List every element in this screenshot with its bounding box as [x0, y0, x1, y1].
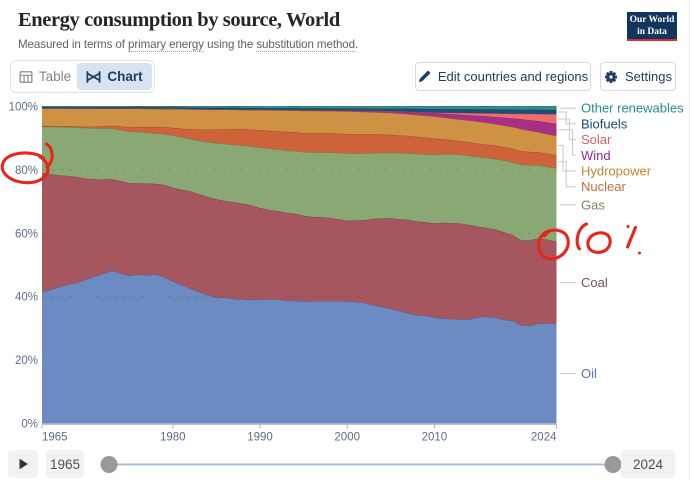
x-tick-1965: 1965	[42, 432, 68, 444]
annotation-percent-dot-bottom	[638, 251, 641, 255]
primary-energy-link[interactable]: primary energy	[128, 38, 204, 52]
play-button[interactable]	[8, 450, 38, 478]
page-title: Energy consumption by source, World	[18, 9, 340, 31]
play-icon	[19, 458, 28, 470]
edit-countries-button[interactable]: Edit countries and regions	[415, 62, 591, 91]
gear-icon	[605, 70, 618, 83]
tab-chart[interactable]: Chart	[77, 63, 152, 90]
legend-line-biofuels	[558, 111, 576, 125]
area-biofuels	[42, 107, 557, 115]
x-tick-2010: 2010	[422, 432, 448, 444]
y-tick-0: 0%	[21, 419, 38, 431]
y-tick-100: 100%	[9, 102, 38, 114]
y-tick-20: 20%	[15, 355, 38, 367]
area-other-renewables	[42, 106, 557, 110]
x-tick-2000: 2000	[334, 432, 360, 444]
tab-table-label: Table	[38, 69, 72, 84]
x-axis: 1965 1980 1990 2000 2010 2024	[41, 423, 557, 444]
red-annotations	[0, 142, 641, 261]
slider-handle-end[interactable]	[604, 456, 622, 473]
legend-label-gas[interactable]: Gas	[581, 197, 605, 212]
annotation-hook-80-percent	[44, 142, 54, 169]
legend-label-solar[interactable]: Solar	[581, 132, 612, 147]
annotation-circle-80-percent	[0, 151, 50, 185]
view-tabs: Table Chart	[10, 60, 155, 93]
tab-chart-label: Chart	[107, 69, 143, 84]
y-axis: 0% 20% 40% 60% 80% 100%	[9, 102, 38, 431]
line-chart-icon	[86, 70, 101, 83]
area-oil	[42, 270, 557, 424]
timeline-slider[interactable]	[95, 450, 625, 478]
legend-label-oil[interactable]: Oil	[581, 366, 597, 381]
annotation-circle-coal-gas-boundary	[536, 228, 570, 261]
legend-label-other-renewables[interactable]: Other renewables	[581, 101, 684, 116]
subtitle-text: Measured in terms of	[18, 38, 129, 51]
substitution-method-link[interactable]: substitution method	[256, 38, 355, 52]
owid-logo[interactable]: Our World in Data	[627, 12, 677, 41]
x-tick-2024: 2024	[531, 432, 557, 444]
legend-label-hydropower[interactable]: Hydropower	[581, 163, 652, 178]
subtitle-text: using the	[203, 38, 257, 51]
legend-line-nuclear	[558, 161, 576, 188]
timeline-end-year[interactable]: 2024	[621, 450, 675, 478]
legend-line-hydropower	[558, 145, 576, 172]
edit-countries-label: Edit countries and regions	[437, 69, 589, 84]
legend-label-coal[interactable]: Coal	[581, 275, 608, 290]
x-tick-1980: 1980	[160, 432, 186, 444]
owid-logo-line1: Our World	[629, 15, 675, 25]
area-nuclear	[42, 125, 557, 169]
pencil-icon	[418, 70, 430, 83]
y-tick-60: 60%	[15, 228, 38, 240]
area-wind	[42, 108, 557, 136]
timeline: 1965 2024	[0, 450, 690, 478]
area-coal	[42, 172, 557, 326]
subtitle-text: .	[355, 38, 359, 51]
owid-logo-line2: in Data	[637, 27, 667, 37]
tab-table[interactable]: Table	[13, 63, 77, 90]
table-icon	[19, 70, 33, 83]
legend-label-nuclear[interactable]: Nuclear	[581, 179, 626, 194]
y-tick-40: 40%	[15, 292, 38, 304]
annotation-percent-slash	[625, 225, 638, 249]
area-hydropower	[42, 108, 557, 156]
timeline-start-year[interactable]: 1965	[46, 450, 84, 478]
legend-label-biofuels[interactable]: Biofuels	[581, 116, 628, 131]
annotation-sixty-digit6	[575, 222, 589, 251]
annotation-percent-dot-top	[626, 225, 630, 228]
settings-button[interactable]: Settings	[600, 62, 676, 91]
x-tick-1990: 1990	[247, 432, 273, 444]
y-tick-80: 80%	[15, 165, 38, 177]
settings-label: Settings	[625, 69, 672, 84]
legend-line-wind	[558, 129, 576, 156]
slider-handle-start[interactable]	[100, 456, 118, 473]
chart-subtitle: Measured in terms of primary energy usin…	[18, 38, 359, 52]
area-gas	[42, 126, 557, 242]
legend-label-wind[interactable]: Wind	[581, 148, 611, 163]
chart-areas	[41, 105, 557, 424]
legend: Other renewablesBiofuelsSolarWindHydropo…	[558, 101, 684, 381]
annotation-sixty-digit0	[586, 231, 612, 254]
